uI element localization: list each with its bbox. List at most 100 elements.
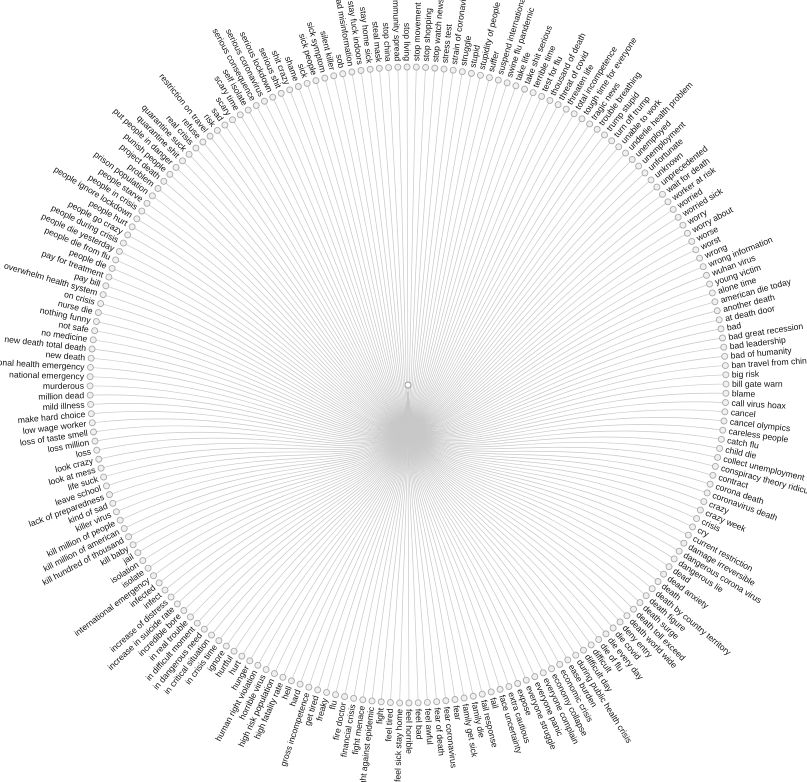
leaf-node[interactable]: [469, 692, 477, 700]
root-node[interactable]: [404, 381, 412, 389]
leaf-node[interactable]: [570, 110, 578, 118]
leaf-node[interactable]: [89, 336, 97, 344]
leaf-node[interactable]: [199, 138, 207, 146]
leaf-node[interactable]: [601, 131, 608, 139]
leaf-node[interactable]: [150, 572, 157, 580]
leaf-node[interactable]: [721, 352, 729, 360]
leaf-node[interactable]: [186, 613, 194, 621]
leaf-node[interactable]: [160, 177, 168, 185]
leaf-node[interactable]: [722, 380, 730, 388]
leaf-node[interactable]: [717, 435, 725, 443]
leaf-node[interactable]: [95, 455, 103, 463]
leaf-node[interactable]: [562, 105, 570, 113]
leaf-node[interactable]: [692, 246, 700, 254]
leaf-node[interactable]: [636, 599, 644, 606]
leaf-node[interactable]: [708, 289, 716, 297]
leaf-node[interactable]: [669, 206, 677, 213]
leaf-node[interactable]: [91, 437, 99, 445]
leaf-node[interactable]: [630, 605, 637, 613]
leaf-node[interactable]: [556, 661, 564, 668]
leaf-node[interactable]: [442, 697, 450, 705]
leaf-node[interactable]: [422, 64, 430, 71]
leaf-node[interactable]: [433, 698, 441, 706]
leaf-node[interactable]: [179, 157, 186, 165]
leaf-node[interactable]: [112, 508, 120, 516]
leaf-node[interactable]: [641, 169, 649, 177]
leaf-node[interactable]: [715, 316, 723, 324]
leaf-node[interactable]: [722, 399, 729, 407]
leaf-node[interactable]: [102, 282, 110, 290]
leaf-node[interactable]: [303, 79, 311, 87]
leaf-node[interactable]: [357, 67, 365, 74]
leaf-node[interactable]: [350, 694, 358, 702]
leaf-node[interactable]: [512, 82, 520, 90]
leaf-node[interactable]: [394, 63, 402, 71]
leaf-node[interactable]: [185, 150, 193, 158]
leaf-node[interactable]: [222, 642, 230, 650]
leaf-node[interactable]: [505, 683, 513, 691]
leaf-node[interactable]: [595, 636, 603, 643]
leaf-node[interactable]: [616, 618, 624, 626]
leaf-node[interactable]: [721, 408, 729, 416]
leaf-node[interactable]: [396, 699, 404, 707]
leaf-node[interactable]: [94, 309, 102, 317]
leaf-node[interactable]: [277, 89, 285, 97]
leaf-node[interactable]: [100, 473, 108, 481]
leaf-node[interactable]: [88, 419, 96, 427]
leaf-node[interactable]: [116, 516, 124, 524]
leaf-node[interactable]: [314, 686, 322, 694]
leaf-node[interactable]: [108, 265, 116, 272]
leaf-node[interactable]: [180, 607, 188, 614]
leaf-node[interactable]: [539, 669, 547, 677]
leaf-node[interactable]: [129, 541, 137, 549]
leaf-node[interactable]: [221, 121, 229, 129]
leaf-node[interactable]: [440, 65, 448, 73]
leaf-node[interactable]: [412, 63, 420, 71]
leaf-node[interactable]: [587, 641, 595, 649]
leaf-node[interactable]: [674, 213, 682, 221]
leaf-node[interactable]: [173, 600, 181, 608]
leaf-node[interactable]: [660, 570, 668, 578]
leaf-node[interactable]: [554, 101, 562, 109]
leaf-node[interactable]: [564, 656, 572, 664]
leaf-node[interactable]: [330, 72, 338, 80]
leaf-node[interactable]: [167, 593, 175, 601]
leaf-node[interactable]: [97, 300, 105, 308]
leaf-node[interactable]: [87, 410, 95, 418]
leaf-node[interactable]: [722, 371, 730, 379]
leaf-node[interactable]: [359, 696, 367, 704]
leaf-node[interactable]: [213, 127, 221, 134]
leaf-node[interactable]: [423, 698, 431, 706]
leaf-node[interactable]: [206, 132, 214, 140]
leaf-node[interactable]: [105, 273, 113, 281]
leaf-node[interactable]: [139, 557, 147, 564]
leaf-node[interactable]: [86, 382, 94, 390]
leaf-node[interactable]: [713, 307, 721, 315]
leaf-node[interactable]: [193, 619, 201, 627]
leaf-node[interactable]: [609, 624, 617, 632]
leaf-node[interactable]: [693, 515, 701, 522]
leaf-node[interactable]: [368, 697, 376, 705]
leaf-node[interactable]: [485, 74, 493, 82]
leaf-node[interactable]: [711, 298, 719, 306]
leaf-node[interactable]: [192, 144, 200, 152]
leaf-node[interactable]: [703, 271, 710, 279]
leaf-node[interactable]: [451, 696, 459, 703]
leaf-node[interactable]: [92, 318, 100, 326]
leaf-node[interactable]: [684, 531, 692, 539]
leaf-node[interactable]: [386, 699, 394, 706]
leaf-node[interactable]: [279, 673, 287, 681]
leaf-node[interactable]: [458, 68, 466, 76]
leaf-node[interactable]: [238, 652, 246, 660]
leaf-node[interactable]: [341, 693, 349, 701]
leaf-node[interactable]: [647, 176, 655, 184]
leaf-node[interactable]: [487, 688, 495, 696]
leaf-node[interactable]: [375, 64, 383, 72]
leaf-node[interactable]: [721, 362, 729, 370]
leaf-node[interactable]: [286, 86, 294, 94]
leaf-node[interactable]: [208, 631, 215, 639]
leaf-node[interactable]: [215, 637, 223, 645]
leaf-node[interactable]: [648, 585, 656, 593]
leaf-node[interactable]: [125, 533, 132, 541]
leaf-node[interactable]: [608, 137, 616, 145]
